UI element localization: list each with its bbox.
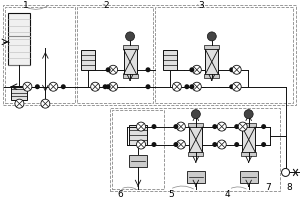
Bar xyxy=(155,7,292,103)
Bar xyxy=(204,74,219,78)
Circle shape xyxy=(103,84,108,89)
Circle shape xyxy=(109,65,118,74)
Bar xyxy=(123,45,137,49)
Circle shape xyxy=(176,140,185,149)
Circle shape xyxy=(234,124,239,129)
Circle shape xyxy=(229,67,234,72)
Circle shape xyxy=(244,110,253,119)
Text: 8: 8 xyxy=(286,183,292,192)
Circle shape xyxy=(126,32,135,41)
Circle shape xyxy=(146,84,151,89)
Bar xyxy=(204,45,219,49)
Bar xyxy=(163,50,177,70)
Circle shape xyxy=(191,110,200,119)
Circle shape xyxy=(234,142,239,147)
Circle shape xyxy=(61,84,66,89)
Circle shape xyxy=(136,122,146,131)
Circle shape xyxy=(152,124,157,129)
Circle shape xyxy=(106,67,111,72)
Circle shape xyxy=(176,122,185,131)
Circle shape xyxy=(41,99,50,108)
Circle shape xyxy=(91,82,100,91)
Circle shape xyxy=(152,142,157,147)
Bar xyxy=(129,125,147,145)
Bar xyxy=(81,50,95,70)
Bar xyxy=(5,7,75,103)
Circle shape xyxy=(184,84,189,89)
Bar xyxy=(240,171,258,183)
Circle shape xyxy=(109,82,118,91)
Bar xyxy=(189,127,202,152)
Bar xyxy=(188,123,203,127)
Bar xyxy=(123,74,137,78)
Circle shape xyxy=(106,84,111,89)
Circle shape xyxy=(192,82,201,91)
Bar xyxy=(112,110,164,189)
Bar xyxy=(11,86,27,100)
Bar xyxy=(241,152,256,156)
Bar xyxy=(205,49,218,74)
Circle shape xyxy=(35,84,40,89)
Text: 2: 2 xyxy=(104,1,110,10)
Bar xyxy=(77,7,153,103)
Circle shape xyxy=(15,99,24,108)
Circle shape xyxy=(173,142,178,147)
Circle shape xyxy=(238,122,247,131)
Circle shape xyxy=(146,67,151,72)
Bar xyxy=(110,108,280,191)
Bar xyxy=(187,171,205,183)
Text: 3: 3 xyxy=(198,1,204,10)
Bar xyxy=(4,5,296,105)
Circle shape xyxy=(261,142,266,147)
Circle shape xyxy=(49,82,58,91)
Circle shape xyxy=(207,32,216,41)
Bar xyxy=(129,155,147,167)
Text: 7: 7 xyxy=(265,183,271,192)
Circle shape xyxy=(23,82,32,91)
Circle shape xyxy=(232,65,241,74)
Circle shape xyxy=(282,168,290,176)
Circle shape xyxy=(212,142,217,147)
Circle shape xyxy=(212,124,217,129)
Circle shape xyxy=(261,124,266,129)
Bar xyxy=(242,127,255,152)
Circle shape xyxy=(172,82,182,91)
Circle shape xyxy=(217,140,226,149)
Text: 5: 5 xyxy=(168,190,174,199)
Circle shape xyxy=(192,65,201,74)
Bar xyxy=(241,123,256,127)
Circle shape xyxy=(173,124,178,129)
Bar xyxy=(8,13,30,65)
Circle shape xyxy=(232,82,241,91)
Circle shape xyxy=(136,140,146,149)
Circle shape xyxy=(189,67,194,72)
Bar xyxy=(124,49,136,74)
Circle shape xyxy=(217,122,226,131)
Circle shape xyxy=(189,84,194,89)
Text: 4: 4 xyxy=(225,190,231,199)
Bar xyxy=(188,152,203,156)
Text: 1: 1 xyxy=(23,1,29,10)
Text: 6: 6 xyxy=(117,190,123,199)
Circle shape xyxy=(229,84,234,89)
